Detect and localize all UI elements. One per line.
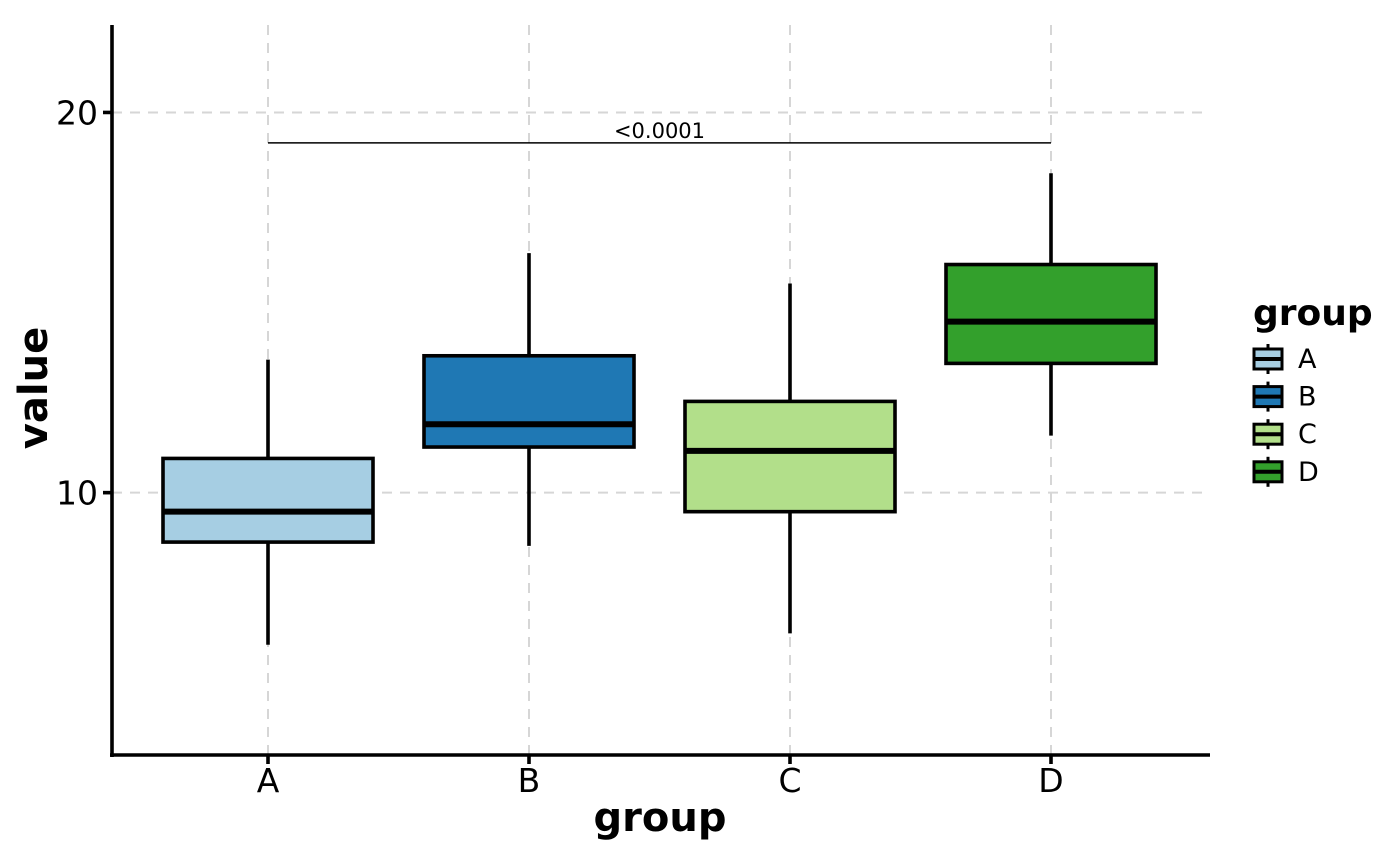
significance-annotation: <0.0001 [268, 119, 1051, 144]
legend-entry-B: B [1252, 381, 1317, 413]
legend-label-C: C [1298, 419, 1317, 450]
legend-label-B: B [1298, 382, 1317, 413]
boxplot-B [422, 253, 636, 546]
boxplot-C [683, 283, 897, 634]
boxplots [161, 173, 1158, 645]
box-A [161, 456, 375, 544]
y-axis-title: value [11, 327, 57, 449]
box-D [944, 262, 1158, 366]
box-B [422, 353, 636, 449]
legend-entry-D: D [1252, 456, 1319, 488]
box-C [683, 399, 897, 514]
legend-entry-C: C [1252, 419, 1317, 450]
y-tick-label-20: 20 [56, 93, 98, 132]
x-tick-label-D: D [1038, 761, 1063, 800]
x-axis-title: group [594, 795, 727, 841]
y-tick-label-10: 10 [56, 474, 98, 513]
x-tick-label-A: A [257, 761, 280, 800]
tick-labels: 10 20 A B C D [56, 93, 1064, 800]
significance-p-value-label: <0.0001 [614, 119, 705, 143]
legend-label-D: D [1298, 457, 1319, 488]
x-tick-label-B: B [518, 761, 541, 800]
legend-label-A: A [1298, 344, 1317, 375]
legend-entry-A: A [1252, 344, 1317, 375]
legend-title: group [1253, 293, 1373, 334]
boxplot-A [161, 359, 375, 645]
x-tick-label-C: C [778, 761, 801, 800]
boxplot-D [944, 173, 1158, 436]
axes [103, 25, 1210, 764]
